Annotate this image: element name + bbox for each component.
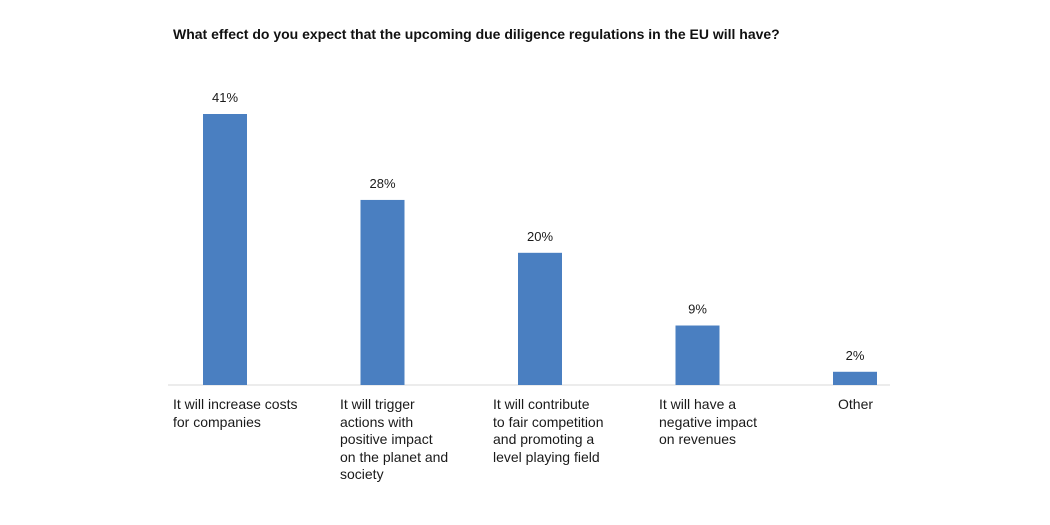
data-label-0: 41% xyxy=(212,90,238,105)
data-label-4: 2% xyxy=(846,348,865,363)
category-label-3: It will have a negative impact on revenu… xyxy=(659,396,758,447)
bar-0 xyxy=(203,114,247,385)
data-label-1: 28% xyxy=(369,176,395,191)
category-label-4: Other xyxy=(838,396,874,412)
bar-2 xyxy=(518,252,562,385)
category-label-1: It will trigger actions with positive im… xyxy=(340,396,449,482)
data-label-2: 20% xyxy=(527,229,553,244)
category-label-2: It will contribute to fair competition a… xyxy=(493,396,604,465)
data-label-3: 9% xyxy=(688,302,707,317)
bar-4 xyxy=(833,371,877,385)
bar-3 xyxy=(675,325,720,385)
category-label-0: It will increase costs for companies xyxy=(173,396,298,430)
bar-1 xyxy=(360,199,405,385)
chart-title: What effect do you expect that the upcom… xyxy=(173,26,780,42)
